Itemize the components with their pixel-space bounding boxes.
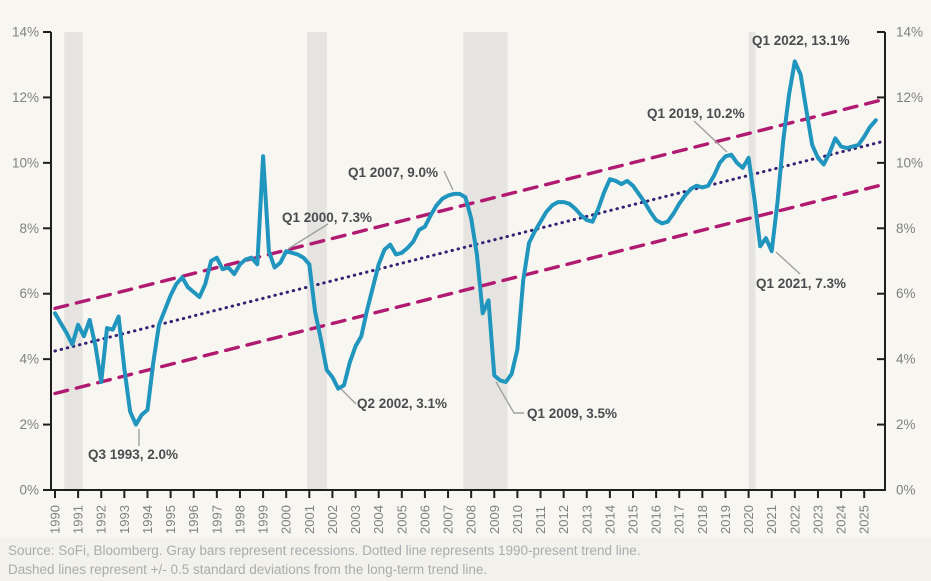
annotation-label: Q2 2002, 3.1% — [357, 396, 447, 411]
annotation-label: Q1 2007, 9.0% — [348, 165, 438, 180]
year-tick-label: 1997 — [209, 505, 224, 534]
year-tick-label: 2005 — [394, 505, 409, 534]
year-tick-label: 2024 — [834, 505, 849, 534]
year-tick-label: 2010 — [510, 505, 525, 534]
y-tick-label-right: 14% — [896, 25, 923, 40]
y-tick-label-left: 6% — [19, 286, 39, 301]
y-tick-label-right: 6% — [896, 286, 916, 301]
year-tick-label: 2009 — [487, 505, 502, 534]
year-tick-label: 2014 — [602, 505, 617, 534]
year-tick-label: 2011 — [533, 506, 548, 534]
y-tick-label-left: 4% — [19, 352, 39, 367]
annotation-leader — [340, 388, 357, 405]
recession-bar — [748, 32, 756, 490]
y-tick-label-left: 10% — [12, 155, 39, 170]
y-tick-label-left: 8% — [19, 221, 39, 236]
y-tick-label-left: 2% — [19, 417, 39, 432]
annotation-label: Q1 2022, 13.1% — [752, 33, 850, 48]
year-tick-label: 2023 — [811, 505, 826, 534]
year-tick-label: 2001 — [302, 505, 317, 534]
lower-deviation-line — [53, 182, 887, 396]
year-tick-label: 1994 — [140, 505, 155, 534]
year-tick-label: 2002 — [325, 505, 340, 534]
year-tick-label: 2019 — [718, 505, 733, 534]
annotation-leader — [693, 120, 728, 153]
year-tick-label: 2017 — [672, 505, 687, 534]
y-tick-label-right: 12% — [896, 90, 923, 105]
year-tick-label: 2013 — [579, 505, 594, 534]
recession-bar — [463, 32, 508, 490]
year-tick-label: 1998 — [233, 505, 248, 534]
annotation-leader — [287, 223, 329, 250]
upper-deviation-line — [53, 97, 887, 311]
annotation-label: Q1 2009, 3.5% — [527, 406, 617, 421]
recession-bar — [64, 32, 83, 490]
year-tick-label: 2025 — [857, 505, 872, 534]
year-tick-label: 1993 — [117, 505, 132, 534]
year-tick-label: 2008 — [464, 505, 479, 534]
y-tick-label-right: 8% — [896, 221, 916, 236]
year-tick-label: 2021 — [764, 505, 779, 534]
year-tick-label: 2012 — [556, 505, 571, 534]
annotation-leader — [775, 251, 801, 275]
year-tick-label: 2020 — [741, 505, 756, 534]
plot-canvas: 0% 0% 2% 2% 4% 4% 6% 6% 8% 8% 10% 10% 12% 12% 14% 14% 19… — [12, 25, 923, 535]
year-tick-label: 1991 — [71, 505, 86, 534]
year-tick-label: 1996 — [186, 505, 201, 534]
year-tick-label: 1992 — [94, 505, 109, 534]
year-tick-label: 2003 — [348, 505, 363, 534]
y-tick-label-right: 2% — [896, 417, 916, 432]
trend-line — [53, 139, 887, 353]
caption-line-2: Dashed lines represent +/- 0.5 standard … — [8, 562, 488, 577]
annotation-label: Q1 2021, 7.3% — [756, 276, 846, 291]
y-tick-label-left: 0% — [19, 483, 39, 498]
year-tick-label: 2004 — [371, 505, 386, 534]
annotation-leader — [443, 170, 454, 191]
caption-line-1: Source: SoFi, Bloomberg. Gray bars repre… — [8, 543, 641, 558]
y-tick-label-right: 4% — [896, 352, 916, 367]
year-tick-label: 2006 — [417, 505, 432, 534]
data-series-line — [53, 59, 878, 427]
y-tick-label-right: 10% — [896, 155, 923, 170]
y-tick-label-left: 12% — [12, 90, 39, 105]
caption-bar: Source: SoFi, Bloomberg. Gray bars repre… — [0, 538, 931, 581]
year-tick-label: 2022 — [787, 505, 802, 534]
year-tick-label: 1999 — [256, 505, 271, 534]
annotation-label: Q1 2000, 7.3% — [282, 210, 372, 225]
y-tick-label-left: 14% — [12, 25, 39, 40]
year-tick-label: 1990 — [48, 505, 63, 534]
recession-bar — [307, 32, 327, 490]
annotation-leader — [495, 381, 524, 414]
annotation-label: Q1 2019, 10.2% — [647, 106, 745, 121]
year-tick-label: 2015 — [626, 505, 641, 534]
year-tick-label: 2007 — [441, 505, 456, 534]
year-tick-label: 1995 — [163, 505, 178, 534]
y-tick-label-right: 0% — [896, 483, 916, 498]
annotation-label: Q3 1993, 2.0% — [88, 447, 178, 462]
year-tick-label: 2000 — [279, 505, 294, 534]
year-tick-label: 2016 — [649, 505, 664, 534]
year-tick-label: 2018 — [695, 505, 710, 534]
